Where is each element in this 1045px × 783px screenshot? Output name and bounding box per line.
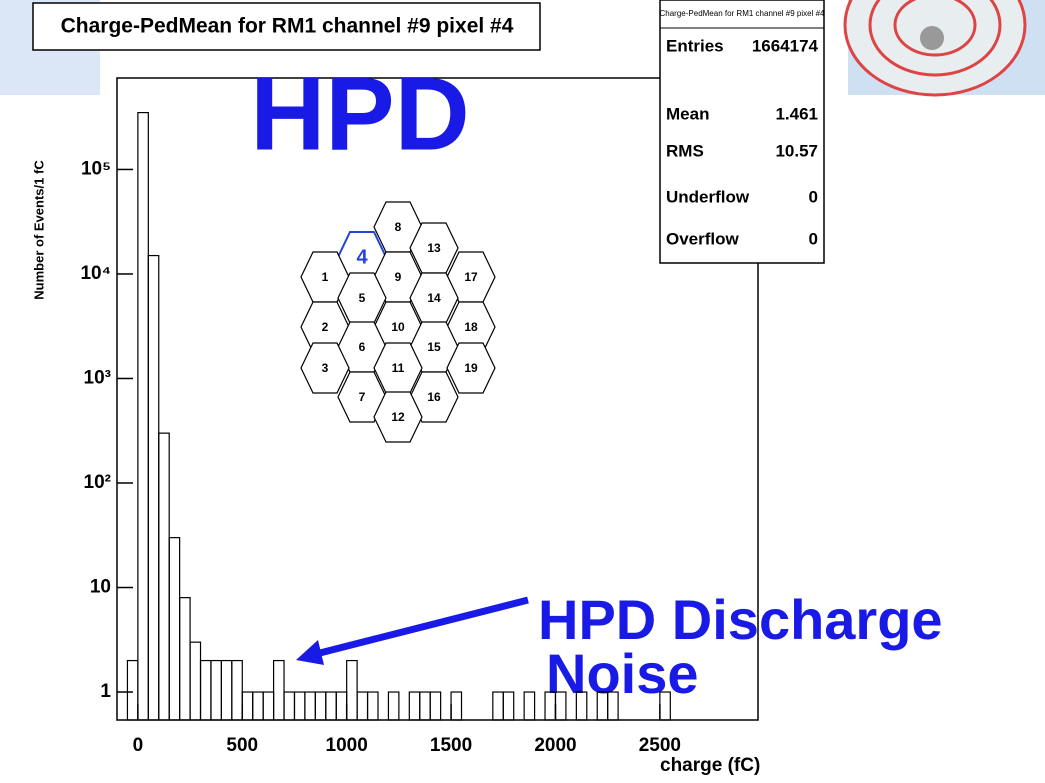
x-tick-label: 2500 [639,735,681,756]
histogram-bar [252,691,264,721]
pixel-label: 9 [395,270,402,284]
y-tick-label: 1 [100,681,111,702]
y-tick-label: 10³ [84,368,111,389]
histogram-bar [502,691,515,721]
pixel-label: 5 [359,291,366,305]
y-tick-label: 10² [84,472,111,493]
pixel-label: 15 [427,340,441,354]
histogram-bar [314,691,327,721]
pixel-label: 17 [464,270,478,284]
histogram-bar [179,597,191,721]
pixel-label: 11 [392,361,405,375]
pixel-label: 8 [395,220,402,234]
stat-label: Mean [666,104,709,123]
histogram-bar [147,254,160,721]
pixel-cell [409,371,459,423]
y-tick-label: 10 [90,577,111,598]
histogram-bar [523,691,536,721]
histogram-bar [272,659,285,721]
histogram-bar [220,659,233,721]
x-tick-label: 1500 [430,735,472,756]
annotation-arrowhead [296,640,324,665]
hpd-photo [843,0,1045,97]
histogram-bar [387,691,400,721]
stat-value: 10.57 [775,141,818,160]
title-box [32,2,541,51]
stats-title: Charge-PedMean for RM1 channel #9 pixel … [660,9,826,18]
annotation-noise: Noise [546,642,699,705]
y-axis-label: Number of Events/1 fC [31,160,46,300]
pixel-label: 13 [427,241,441,255]
pixel-cell [446,342,496,394]
pixel-label: 4 [356,246,368,268]
pixel-label: 14 [427,291,441,305]
histogram-bar [241,691,254,721]
annotation-hpd: HPD [250,56,470,172]
histogram-bar [304,691,316,721]
histogram-bar [158,432,170,721]
stat-label: Overflow [666,229,740,248]
histogram-bar [199,659,212,721]
chart-title: Charge-PedMean for RM1 channel #9 pixel … [61,15,514,38]
histogram-bar [137,111,149,721]
stat-value: 0 [809,187,818,206]
histogram-bar [293,691,306,721]
pixel-label: 3 [322,361,329,375]
stat-label: Entries [666,36,724,55]
histogram-bar [356,691,369,721]
histogram-bar [408,691,421,721]
x-tick-label: 0 [133,735,144,756]
histogram-bar [210,659,222,721]
histogram-bar [607,691,619,721]
histogram-bar [366,691,379,721]
pixel-label: 16 [427,390,441,404]
histogram-bar [168,537,181,721]
pixel-cell [373,391,423,443]
histogram-bar [335,691,348,721]
pixel-label: 6 [359,340,366,354]
y-tick-label: 10⁵ [81,158,111,179]
stat-label: Underflow [666,187,750,206]
stat-value: 1664174 [752,36,819,55]
histogram-bar [346,659,358,721]
histogram-bar [262,691,275,721]
histogram-bar [575,691,588,721]
y-tick-label: 10⁴ [80,263,111,284]
histogram-bar [429,691,442,721]
stat-label: RMS [666,141,704,160]
annotation-arrow [311,596,529,659]
x-axis-label: charge (fC) [660,755,760,776]
pixel-label: 7 [359,390,366,404]
pixel-label: 19 [464,361,478,375]
stat-value: 0 [809,229,818,248]
pixel-label: 10 [391,320,405,334]
annotation-discharge: HPD Discharge [538,588,943,651]
histogram-bar [325,691,337,721]
histogram-bar [419,691,431,721]
histogram-bar [283,691,296,721]
x-tick-label: 500 [226,735,258,756]
histogram-bar [189,641,202,721]
pixel-label: 1 [322,270,329,284]
x-tick-label: 1000 [326,735,368,756]
stats-box [659,0,825,264]
pixel-label: 12 [391,410,405,424]
stat-value: 1.461 [775,104,818,123]
pixel-label: 18 [464,320,478,334]
histogram-bar [492,691,504,721]
histogram-bar [450,691,463,721]
pixel-cell [300,342,350,394]
histogram-bar [126,659,139,721]
pixel-label: 2 [322,320,329,334]
x-tick-label: 2000 [534,735,576,756]
histogram-bar [231,659,243,721]
